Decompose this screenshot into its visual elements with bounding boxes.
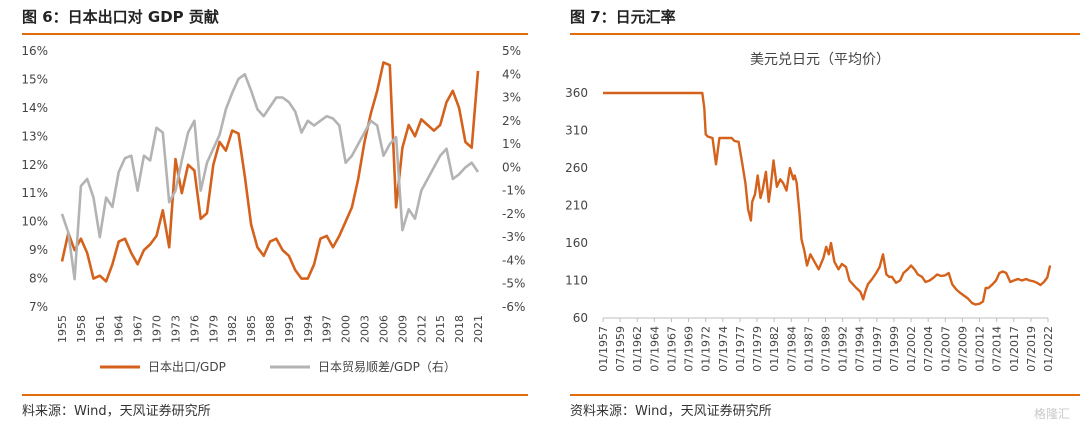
right-axis-tick-label: 0% — [502, 160, 521, 174]
x-tick-label: 2015 — [434, 315, 447, 343]
x-tick-label: 07/1974 — [717, 326, 730, 372]
y-tick-label: 260 — [565, 161, 588, 175]
left-figure-title: 图 6：日本出口对 GDP 贡献 — [22, 8, 219, 26]
x-tick-label: 07/2009 — [956, 326, 969, 372]
x-tick-label: 01/1962 — [631, 326, 644, 372]
x-tick-label: 1961 — [94, 315, 107, 343]
right-axis-tick-label: 3% — [502, 91, 521, 105]
usd-jpy-series-line — [603, 91, 1052, 306]
x-tick-label: 1982 — [226, 315, 239, 343]
x-tick-label: 2021 — [472, 315, 485, 343]
y-tick-label: 360 — [565, 86, 588, 100]
chart-title: 美元兑日元（平均价） — [750, 52, 890, 68]
left-axis-tick-label: 7% — [29, 300, 48, 314]
x-tick-label: 1979 — [207, 315, 220, 343]
right-axis-tick-label: -2% — [502, 207, 525, 221]
x-tick-label: 1970 — [151, 315, 164, 343]
x-tick-label: 07/1994 — [854, 326, 867, 372]
left-axis-tick-label: 16% — [21, 44, 48, 58]
x-tick-label: 07/2019 — [1025, 326, 1038, 372]
legend-label: 日本出口/GDP — [148, 360, 226, 374]
y-tick-label: 110 — [565, 274, 588, 288]
x-tick-label: 01/1992 — [837, 326, 850, 372]
x-tick-label: 01/1977 — [734, 326, 747, 372]
x-tick-label: 2009 — [396, 315, 409, 343]
x-tick-label: 07/1969 — [683, 326, 696, 372]
left-axis-tick-label: 10% — [21, 215, 48, 229]
x-tick-label: 1976 — [188, 315, 201, 343]
x-tick-label: 01/1957 — [597, 326, 610, 372]
x-tick-label: 01/2022 — [1042, 326, 1055, 372]
x-tick-label: 07/1959 — [614, 326, 627, 372]
x-tick-label: 2012 — [415, 315, 428, 343]
x-tick-label: 07/1989 — [820, 326, 833, 372]
left-axis-tick-label: 9% — [29, 243, 48, 257]
right-axis-tick-label: -6% — [502, 300, 525, 314]
x-tick-label: 2006 — [377, 315, 390, 343]
legend-label: 日本贸易顺差/GDP（右） — [318, 359, 456, 374]
right-axis-tick-label: -5% — [502, 277, 525, 291]
x-tick-label: 01/1967 — [665, 326, 678, 372]
left-axis-tick-label: 11% — [21, 186, 48, 200]
x-tick-label: 1958 — [75, 315, 88, 343]
x-tick-label: 07/1984 — [785, 326, 798, 372]
left-source-note: 料来源：Wind，天风证券研究所 — [22, 404, 211, 419]
y-tick-label: 160 — [565, 236, 588, 250]
left-figure-panel: 图 6：日本出口对 GDP 贡献 7% 8% 9% 10% 11% 12% 13% 14% 15… — [0, 0, 528, 426]
left-axis-tick-label: 14% — [21, 101, 48, 115]
left-title-rule — [22, 33, 528, 35]
export-gdp-chart: 7% 8% 9% 10% 11% 12% 13% 14% 15% 16% -6% -5% -4% -3% -… — [21, 44, 525, 374]
right-axis-tick-label: -3% — [502, 230, 525, 244]
x-tick-label: 07/1999 — [888, 326, 901, 372]
x-tick-label: 07/1964 — [648, 326, 661, 372]
left-axis-tick-label: 12% — [21, 158, 48, 172]
left-axis-tick-label: 13% — [21, 129, 48, 143]
x-tick-label: 07/1979 — [751, 326, 764, 372]
x-tick-label: 1994 — [302, 315, 315, 343]
right-source-note: 资料来源：Wind，天风证券研究所 — [570, 404, 772, 419]
right-axis-tick-label: 5% — [502, 44, 521, 58]
x-tick-label: 01/1972 — [700, 326, 713, 372]
x-tick-label: 1973 — [169, 315, 182, 343]
x-tick-label: 07/2004 — [922, 326, 935, 372]
x-tick-label: 1964 — [113, 315, 126, 343]
x-tick-label: 2003 — [359, 315, 372, 343]
x-tick-label: 07/2014 — [991, 326, 1004, 372]
watermark-logo: 格隆汇 — [1033, 407, 1070, 421]
x-tick-label: 1985 — [245, 315, 258, 343]
left-axis-tick-label: 8% — [29, 272, 48, 286]
right-axis-tick-label: 2% — [502, 114, 521, 128]
x-tick-label: 01/2017 — [1008, 326, 1021, 372]
right-source-rule — [570, 394, 1080, 396]
x-tick-label: 01/2007 — [939, 326, 952, 372]
trade-surplus-series-line — [60, 73, 480, 281]
x-tick-label: 2018 — [453, 315, 466, 343]
y-tick-label: 60 — [573, 311, 588, 325]
x-tick-label: 01/2002 — [905, 326, 918, 372]
x-tick-label: 1988 — [264, 315, 277, 343]
left-source-rule — [22, 394, 528, 396]
right-title-rule — [570, 33, 1080, 35]
export-gdp-series-line — [60, 61, 480, 283]
x-tick-label: 2000 — [340, 315, 353, 343]
right-axis-tick-label: -4% — [502, 253, 525, 267]
x-tick-label: 01/1997 — [871, 326, 884, 372]
x-tick-label: 01/2012 — [974, 326, 987, 372]
usd-jpy-chart: 美元兑日元（平均价） 60 110 160 210 260 310 360 01/1957 07/… — [565, 52, 1055, 372]
y-tick-label: 210 — [565, 199, 588, 213]
x-tick-label: 01/1987 — [802, 326, 815, 372]
right-axis-tick-label: -1% — [502, 184, 525, 198]
right-figure-title: 图 7：日元汇率 — [570, 8, 676, 26]
left-axis-tick-label: 15% — [21, 72, 48, 86]
y-tick-label: 310 — [565, 124, 588, 138]
right-figure-panel: 图 7：日元汇率 美元兑日元（平均价） 60 110 160 210 260 310 360 0… — [548, 0, 1080, 426]
right-axis-tick-label: 4% — [502, 67, 521, 81]
right-axis-tick-label: 1% — [502, 137, 521, 151]
x-tick-label: 1967 — [132, 315, 145, 343]
x-tick-label: 01/1982 — [768, 326, 781, 372]
x-tick-label: 1991 — [283, 315, 296, 343]
x-tick-label: 1955 — [56, 315, 69, 343]
x-tick-label: 1997 — [321, 315, 334, 343]
